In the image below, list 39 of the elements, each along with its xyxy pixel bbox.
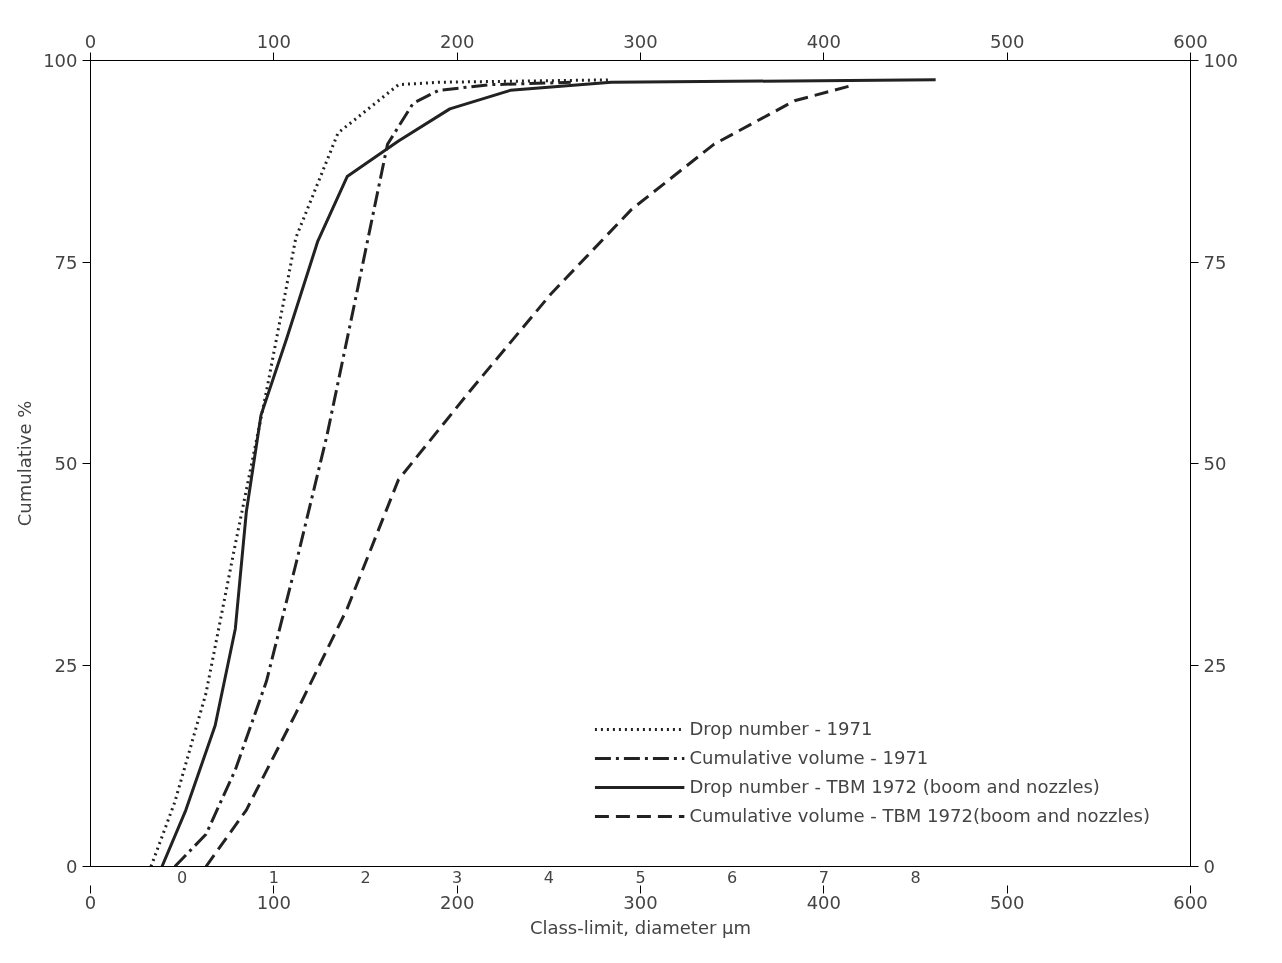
x2-tick-label: 300 bbox=[623, 891, 658, 913]
x2-tick-label: 600 bbox=[1173, 891, 1208, 913]
y-axis-title: Cumulative % bbox=[14, 400, 36, 527]
x-tick-label: 500 bbox=[989, 30, 1025, 52]
x2-tick-label: 0 bbox=[84, 891, 97, 913]
text: 0 bbox=[177, 867, 188, 887]
x-tick-label: 0 bbox=[84, 30, 97, 52]
text: 4 bbox=[543, 867, 554, 887]
x-tick-label: 200 bbox=[439, 30, 475, 52]
legend-label: Drop number - 1971 bbox=[689, 718, 873, 739]
text: 5 bbox=[635, 867, 646, 887]
x-tick-label: 600 bbox=[1173, 30, 1208, 52]
y-tick-label: 75 bbox=[54, 251, 78, 273]
y2-tick-label: 25 bbox=[1203, 654, 1227, 676]
y-tick-label: 50 bbox=[54, 453, 78, 474]
x-axis-title: Class-limit, diameter µm bbox=[529, 916, 752, 938]
text: 6 bbox=[727, 867, 738, 887]
x-tick-label: 300 bbox=[623, 30, 658, 52]
y2-tick-label: 50 bbox=[1203, 453, 1227, 474]
y-tick-label: 100 bbox=[43, 50, 78, 71]
y-tick-label: 25 bbox=[54, 654, 78, 676]
legend-label: Cumulative volume - TBM 1972(boom and nozzles) bbox=[689, 805, 1150, 826]
text: 8 bbox=[910, 867, 921, 887]
x2-tick-label: 200 bbox=[439, 891, 475, 913]
y2-tick-label: 75 bbox=[1203, 251, 1227, 273]
text: 7 bbox=[818, 867, 829, 887]
text: 3 bbox=[452, 867, 463, 887]
y2-tick-label: 100 bbox=[1203, 50, 1238, 71]
x-tick-label: 100 bbox=[256, 30, 292, 52]
text: 2 bbox=[360, 867, 371, 887]
y-tick-label: 0 bbox=[66, 856, 78, 877]
x2-tick-label: 400 bbox=[806, 891, 842, 913]
legend-label: Drop number - TBM 1972 (boom and nozzles) bbox=[689, 776, 1100, 797]
x-tick-label: 400 bbox=[806, 30, 842, 52]
x2-tick-label: 100 bbox=[256, 891, 292, 913]
y2-tick-label: 0 bbox=[1203, 856, 1215, 877]
x2-tick-label: 500 bbox=[989, 891, 1025, 913]
legend-label: Cumulative volume - 1971 bbox=[689, 747, 929, 768]
text: 1 bbox=[268, 867, 279, 887]
